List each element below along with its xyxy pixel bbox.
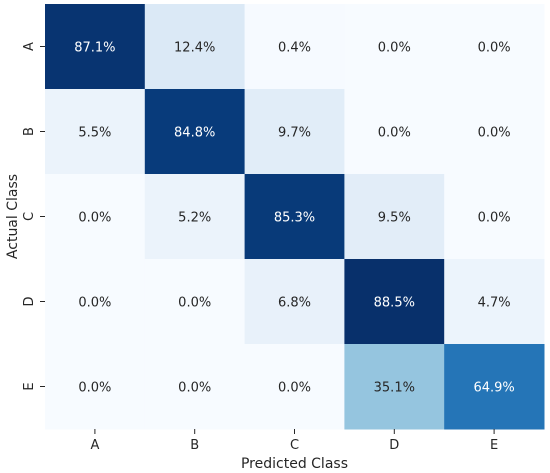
- cell-value-label: 5.5%: [78, 126, 111, 141]
- cell-value-label: 88.5%: [374, 296, 415, 311]
- heatmap-cell-e-e: [444, 344, 545, 430]
- x-tick-label: A: [90, 438, 99, 453]
- cell-value-label: 0.0%: [178, 296, 211, 311]
- cell-value-label: 64.9%: [473, 381, 514, 396]
- heatmap-cell-a-a: [45, 4, 146, 90]
- y-tick-label: E: [22, 382, 37, 390]
- y-axis-label: Actual Class: [5, 174, 21, 259]
- cell-value-label: 87.1%: [74, 41, 115, 56]
- heatmap-cell-d-d: [344, 259, 445, 345]
- cell-value-label: 4.7%: [478, 296, 511, 311]
- y-tick-label: A: [22, 42, 37, 51]
- heatmap-cell-d-c: [244, 259, 345, 345]
- y-tick-label: D: [22, 296, 37, 306]
- heatmap-cell-e-b: [144, 344, 246, 430]
- heatmap-cell-a-d: [344, 4, 445, 90]
- heatmap-cell-d-e: [444, 259, 545, 345]
- heatmap-cell-a-e: [444, 4, 545, 90]
- heatmap-cell-a-b: [144, 4, 246, 90]
- cell-value-label: 85.3%: [274, 211, 315, 226]
- heatmap-cell-c-a: [45, 174, 146, 260]
- heatmap-cell-c-b: [144, 174, 246, 260]
- heatmap-cell-d-a: [45, 259, 146, 345]
- cell-value-label: 0.0%: [178, 381, 211, 396]
- heatmap-cell-e-d: [344, 344, 445, 430]
- cell-value-label: 0.0%: [378, 41, 411, 56]
- heatmap-cells: 87.1% 12.4% 0.4% 0.0% 0.0% 5.5% 84.8% 9.7% 0.0% 0…: [45, 4, 545, 430]
- heatmap-cell-b-c: [244, 89, 345, 175]
- cell-value-label: 0.0%: [278, 381, 311, 396]
- cell-value-label: 0.0%: [78, 381, 111, 396]
- y-tick-label: C: [22, 212, 37, 221]
- x-axis-ticks: A B C D E: [90, 429, 498, 453]
- x-tick-label: E: [490, 438, 498, 453]
- x-tick-label: D: [389, 438, 399, 453]
- cell-value-label: 12.4%: [174, 41, 215, 56]
- cell-value-label: 6.8%: [278, 296, 311, 311]
- cell-value-label: 0.0%: [478, 41, 511, 56]
- y-tick-label: B: [22, 127, 37, 136]
- heatmap-cell-b-a: [45, 89, 146, 175]
- y-axis-ticks: A B C D E: [22, 42, 45, 391]
- cell-value-label: 9.7%: [278, 126, 311, 141]
- x-tick-label: C: [290, 438, 299, 453]
- cell-value-label: 5.2%: [178, 211, 211, 226]
- heatmap-cell-a-c: [244, 4, 345, 90]
- heatmap-cell-c-e: [444, 174, 545, 260]
- heatmap-cell-b-d: [344, 89, 445, 175]
- heatmap-cell-b-b: [144, 89, 246, 175]
- cell-value-label: 0.0%: [78, 296, 111, 311]
- cell-value-label: 84.8%: [174, 126, 215, 141]
- cell-value-label: 0.0%: [478, 126, 511, 141]
- heatmap-cell-e-c: [244, 344, 345, 430]
- heatmap-cell-c-d: [344, 174, 445, 260]
- cell-value-label: 9.5%: [378, 211, 411, 226]
- cell-value-label: 0.0%: [478, 211, 511, 226]
- x-axis-label: Predicted Class: [241, 456, 348, 472]
- heatmap-cell-c-c: [244, 174, 345, 260]
- cell-value-label: 0.0%: [378, 126, 411, 141]
- cell-value-label: 0.0%: [78, 211, 111, 226]
- heatmap-cell-e-a: [45, 344, 146, 430]
- cell-value-label: 35.1%: [374, 381, 415, 396]
- x-tick-label: B: [190, 438, 199, 453]
- cell-value-label: 0.4%: [278, 41, 311, 56]
- heatmap-cell-b-e: [444, 89, 545, 175]
- heatmap-cell-d-b: [144, 259, 246, 345]
